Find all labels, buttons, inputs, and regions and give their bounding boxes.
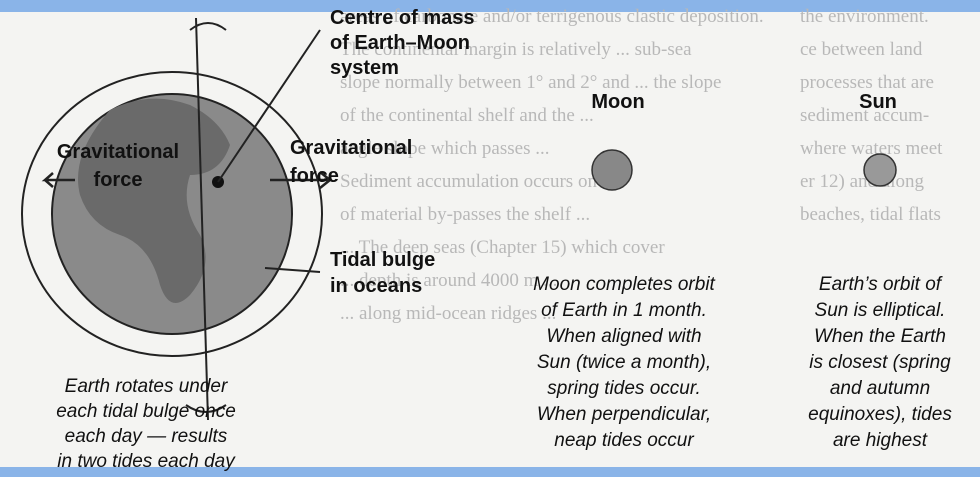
moon-caption: Sun (twice a month),	[537, 352, 711, 373]
moon-caption: When aligned with	[546, 326, 701, 347]
bottom-bar	[0, 467, 980, 477]
background-line: sediment accum-	[800, 105, 929, 126]
moon-caption: spring tides occur.	[547, 378, 700, 399]
tidal-bulge-label: Tidal bulge	[330, 249, 435, 271]
earth-axis	[195, 17, 209, 421]
sun-caption: and autumn	[830, 378, 930, 399]
moon	[591, 149, 633, 191]
labels: Centre of mass of Earth–Moon system Gravita…	[56, 7, 952, 472]
background-line: ... along mid-ocean ridges ...	[340, 303, 556, 324]
background-line: Sediment accumulation occurs on ...	[340, 171, 616, 192]
rotation-arrow-bottom	[185, 404, 227, 413]
moon-caption: of Earth in 1 month.	[541, 300, 707, 321]
sun-title: Sun	[859, 91, 897, 113]
sun	[863, 153, 897, 187]
continents	[78, 98, 230, 303]
leader-line	[264, 267, 321, 273]
sun-caption: are highest	[833, 430, 928, 451]
rotation-arrow-top	[189, 22, 227, 31]
sun-caption: Sun is elliptical.	[815, 300, 946, 321]
tidal-bulge-outline	[21, 71, 323, 357]
sun-caption: is closest (spring	[809, 352, 951, 373]
background-line: of the continental shelf and the ...	[340, 105, 594, 126]
moon-caption: neap tides occur	[554, 430, 694, 451]
background-line: areas of carbonate and/or terrigenous cl…	[340, 6, 764, 27]
centre-of-mass-label: system	[330, 57, 399, 79]
sun-caption: When the Earth	[814, 326, 946, 347]
background-line: where waters meet	[800, 138, 943, 159]
tidal-bulge-label: in oceans	[330, 275, 422, 297]
sun-caption: Earth’s orbit of	[819, 274, 943, 295]
earth-caption: each tidal bulge once	[56, 401, 236, 422]
force-label: Gravitational	[57, 141, 179, 163]
background-line: beaches, tidal flats	[800, 204, 941, 225]
moon-title: Moon	[591, 91, 644, 113]
leader-line	[217, 29, 321, 183]
background-line: of material by-passes the shelf ...	[340, 204, 590, 225]
moon-caption: Moon completes orbit	[533, 274, 715, 295]
background-text: areas of carbonate and/or terrigenous cl…	[340, 6, 943, 324]
background-line: er 12) and along	[800, 171, 924, 192]
background-line: The continental margin is relatively ...…	[340, 39, 692, 60]
force-arrow	[41, 172, 75, 188]
background-line: processes that are	[800, 72, 934, 93]
sun-caption: equinoxes), tides	[808, 404, 952, 425]
centre-of-mass-label: Centre of mass	[330, 7, 475, 29]
force-label: force	[290, 165, 339, 187]
background-line: the environment.	[800, 6, 929, 27]
earth-caption: in two tides each day	[57, 451, 236, 472]
earth-caption: each day — results	[65, 426, 228, 447]
background-line: angle slope which passes ...	[340, 138, 549, 159]
force-label: force	[94, 169, 143, 191]
moon-caption: When perpendicular,	[537, 404, 711, 425]
background-line: ... The deep seas (Chapter 15) which cov…	[340, 237, 665, 258]
background-line: ... depth is around 4000 m ...	[340, 270, 557, 291]
centre-of-mass-label: of Earth–Moon	[330, 32, 470, 54]
background-line: ce between land	[800, 39, 923, 60]
top-bar	[0, 0, 980, 12]
earth-caption: Earth rotates under	[65, 376, 228, 397]
force-arrow	[270, 171, 334, 189]
background-line: slope normally between 1° and 2° and ...…	[340, 72, 721, 93]
force-label: Gravitational	[290, 137, 412, 159]
